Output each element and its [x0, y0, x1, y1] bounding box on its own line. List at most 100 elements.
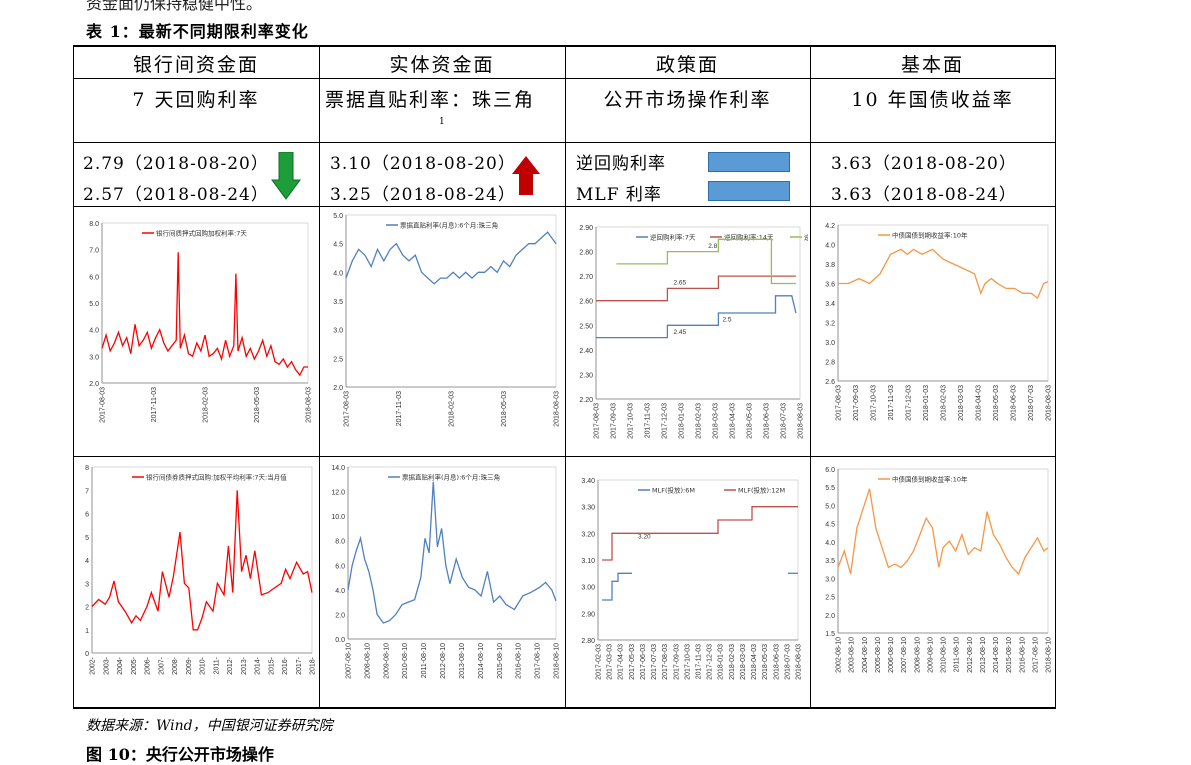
- x-tick-label: 2007-: [158, 656, 165, 675]
- subheader-omo: 公开市场操作利率: [603, 89, 772, 111]
- series-line: [837, 488, 1049, 576]
- x-tick-label: 2010-08-10: [402, 643, 409, 679]
- plot-frame: [837, 224, 1049, 382]
- x-tick-label: 2013-08-10: [459, 643, 466, 679]
- x-tick-label: 2016-08-10: [516, 643, 523, 679]
- rate-col4-second: 3.63（2018-08-24）: [831, 185, 1017, 205]
- x-tick-label: 2009-: [186, 656, 193, 675]
- plot-frame: [347, 466, 557, 640]
- y-tick-label: 3.0: [89, 354, 99, 361]
- source-note: 数据来源：Wind，中国银河证券研究院: [86, 718, 333, 734]
- y-tick-label: 3.5: [333, 299, 343, 306]
- legend-label: MLF(投放):12M: [738, 486, 785, 495]
- x-tick-label: 2017-11-03: [888, 385, 895, 420]
- x-tick-label: 2011-08-10: [421, 643, 428, 678]
- y-tick-label: 4.5: [825, 522, 835, 529]
- y-tick-label: 2.8: [825, 360, 835, 367]
- series-line: [602, 506, 798, 561]
- plot-frame: [101, 222, 309, 384]
- header-real-economy: 实体资金面: [389, 54, 495, 76]
- plot-frame: [345, 214, 557, 388]
- x-tick-label: 2017-08-03: [344, 391, 351, 427]
- y-tick-label: 4.5: [333, 242, 343, 249]
- y-tick-label: 2.5: [333, 356, 343, 363]
- legend-label: 逆回购利率:28天: [804, 233, 808, 242]
- x-tick-label: 2015-: [268, 656, 275, 675]
- x-tick-label: 2007-08-10: [346, 643, 353, 679]
- y-tick-label: 2.20: [579, 397, 593, 404]
- series-line: [596, 295, 797, 339]
- y-tick-label: 3.40: [581, 478, 595, 485]
- y-tick-label: 3.5: [825, 558, 835, 565]
- chart-row-divider: [73, 456, 1056, 457]
- y-tick-label: 4.0: [825, 243, 835, 250]
- data-annotation: 2.65: [674, 280, 687, 287]
- x-tick-label: 2008-08-10: [364, 643, 371, 679]
- x-tick-label: 2017-08-03: [594, 403, 601, 439]
- col-border-0: [73, 45, 74, 709]
- legend-label: 逆回购利率:14天: [724, 233, 774, 242]
- series-line: [602, 572, 632, 601]
- y-tick-label: 2.0: [335, 612, 345, 619]
- y-tick-label: 5.0: [333, 213, 343, 220]
- x-tick-label: 2003-08-10: [849, 637, 856, 673]
- series-line: [596, 275, 796, 302]
- y-tick-label: 1.5: [825, 631, 835, 638]
- series-line: [616, 238, 796, 285]
- bottom-clipped-caption: 图 10：央行公开市场操作: [86, 745, 274, 764]
- x-tick-label: 2018-03-03: [958, 385, 965, 421]
- y-tick-label: 4.0: [333, 270, 343, 277]
- x-tick-label: 2012-: [227, 656, 234, 675]
- x-tick-label: 2014-08-10: [478, 643, 485, 679]
- subheader-note: 1: [439, 117, 445, 127]
- x-tick-label: 2010-08-10: [941, 637, 948, 673]
- x-tick-label: 2017-03-03: [607, 644, 614, 680]
- x-tick-label: 2018-07-03: [1028, 385, 1035, 421]
- arrow-down-icon: [271, 152, 301, 200]
- y-tick-label: 2.0: [825, 613, 835, 620]
- legend-label: 逆回购利率:7天: [650, 233, 696, 242]
- chart-10y-bond-long: 6.0 5.5 5.0 4.5 4.0 3.5 3.0 2.5 2.0 1.52002-08-10…: [825, 467, 1053, 673]
- x-tick-label: 2017-10-03: [628, 403, 635, 439]
- x-tick-label: 2013-: [241, 656, 248, 675]
- x-tick-label: 2007-08-10: [901, 637, 908, 673]
- x-tick-label: 2017-08-03: [662, 644, 669, 680]
- x-tick-label: 2018-07-03: [784, 644, 791, 680]
- y-tick-label: 4.2: [825, 223, 835, 230]
- plot-frame: [597, 479, 799, 641]
- y-tick-label: 2.0: [89, 381, 99, 388]
- x-tick-label: 2018-08-10: [554, 643, 561, 679]
- x-tick-label: 2015-08-10: [497, 643, 504, 679]
- x-tick-label: 2018-06-03: [764, 403, 771, 439]
- y-tick-label: 3: [85, 581, 89, 588]
- header-interbank: 银行间资金面: [132, 54, 259, 76]
- y-tick-label: 0.0: [335, 637, 345, 644]
- x-tick-label: 2009-08-10: [927, 637, 934, 673]
- x-tick-label: 2018-06-03: [1011, 385, 1018, 421]
- subheader-10y-bond: 10 年国债收益率: [851, 89, 1014, 111]
- x-tick-label: 2017-04-03: [618, 644, 625, 680]
- rates-divider: [73, 206, 1056, 207]
- rate-col1-first: 2.79（2018-08-20）: [83, 154, 269, 174]
- y-tick-label: 3.30: [581, 505, 595, 512]
- plot-frame: [837, 468, 1049, 634]
- subheader-divider: [73, 142, 1056, 143]
- table-caption: 表 1：最新不同期限利率变化: [86, 22, 309, 41]
- mlf-bar: [708, 181, 790, 201]
- x-tick-label: 2017-08-03: [100, 387, 107, 423]
- y-tick-label: 7.0: [89, 248, 99, 255]
- y-tick-label: 4.0: [825, 540, 835, 547]
- rate-col2-first: 3.10（2018-08-20）: [330, 154, 516, 174]
- x-tick-label: 2018-05-03: [254, 387, 261, 423]
- x-tick-label: 2018-08-10: [1046, 637, 1053, 673]
- y-tick-label: 3.0: [333, 328, 343, 335]
- y-tick-label: 2.90: [579, 225, 593, 232]
- col-border-2: [565, 45, 566, 709]
- chart-reverse-repo-recent: 2.90 2.80 2.70 2.60 2.50 2.40 2.30 2.202017-08-…: [579, 225, 808, 439]
- series-line: [91, 490, 313, 631]
- y-tick-label: 4: [85, 558, 89, 565]
- data-annotation: 2.5: [722, 317, 731, 324]
- x-tick-label: 2017-06-03: [640, 644, 647, 680]
- y-tick-label: 3.20: [581, 531, 595, 538]
